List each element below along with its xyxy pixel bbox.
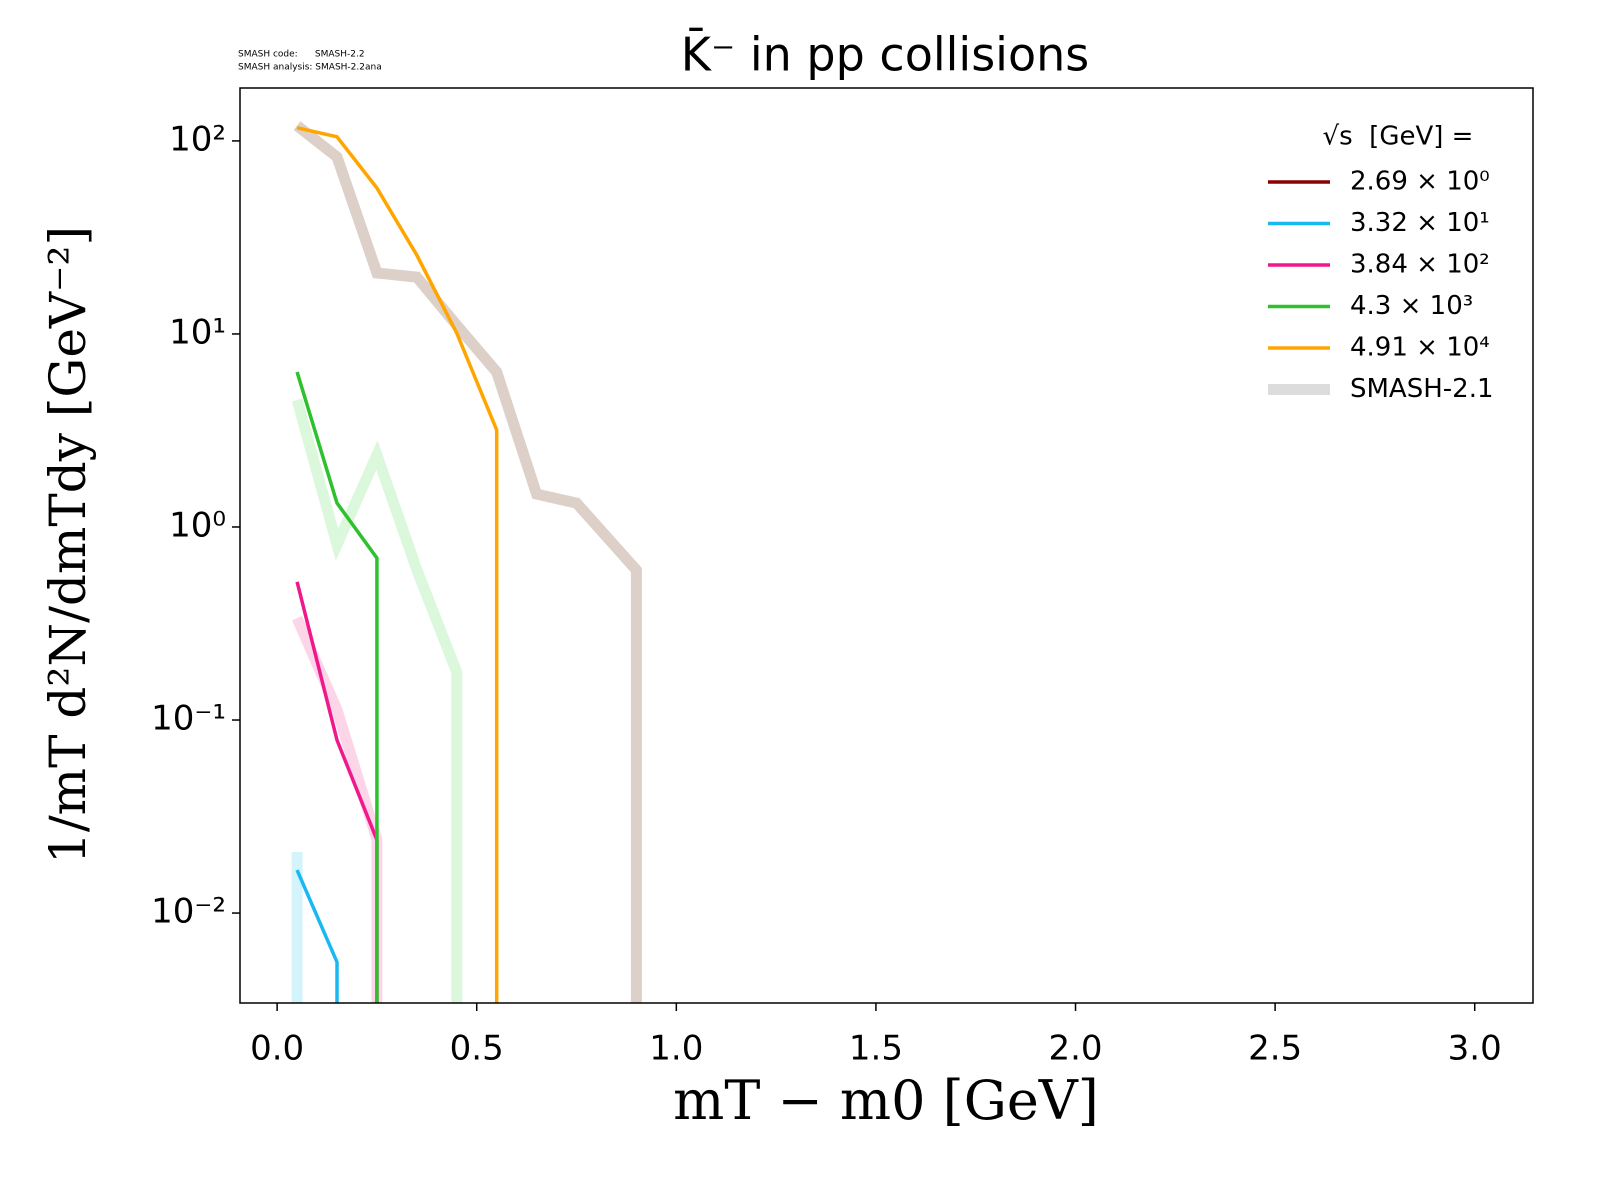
series-line	[295, 371, 379, 1003]
watermark: SMASH code: SMASH-2.2	[238, 50, 365, 60]
y-tick-label: 10⁻¹	[151, 699, 226, 739]
series-line	[296, 126, 499, 1003]
y-tick-label: 10⁻²	[151, 892, 226, 932]
series-line	[295, 869, 339, 1003]
legend-title: √s [GeV] =	[1323, 122, 1474, 152]
y-tick-label: 10²	[169, 119, 226, 159]
x-tick-label: 2.5	[1248, 1029, 1302, 1069]
plot-frame	[239, 87, 1534, 1004]
x-tick-label: 1.0	[649, 1029, 703, 1069]
y-tick-label: 10⁰	[169, 505, 226, 545]
reference-line	[293, 121, 642, 1003]
plot-area	[291, 121, 642, 1003]
x-tick-label: 1.5	[849, 1029, 903, 1069]
x-tick-label: 2.0	[1048, 1029, 1102, 1069]
x-tick-label: 0.0	[250, 1029, 304, 1069]
legend-label: 4.3 × 10³	[1350, 291, 1473, 321]
legend-label: 3.32 × 10¹	[1350, 208, 1490, 238]
legend-label: SMASH-2.1	[1350, 374, 1494, 404]
y-tick-label: 10¹	[169, 312, 226, 352]
legend-label: 3.84 × 10²	[1350, 250, 1490, 280]
x-axis-label: mT − m0 [GeV]	[673, 1069, 1099, 1132]
y-axis-label: 1/mT d²N/dmTdy [GeV⁻²]	[39, 226, 97, 864]
x-tick-label: 0.5	[450, 1029, 504, 1069]
legend-label: 2.69 × 10⁰	[1350, 167, 1490, 197]
legend-label: 4.91 × 10⁴	[1350, 333, 1490, 363]
reference-line	[291, 398, 463, 1003]
x-tick-label: 3.0	[1448, 1029, 1502, 1069]
chart-title: K̄⁻ in pp collisions	[681, 27, 1089, 81]
watermark: SMASH analysis: SMASH-2.2ana	[238, 63, 382, 73]
